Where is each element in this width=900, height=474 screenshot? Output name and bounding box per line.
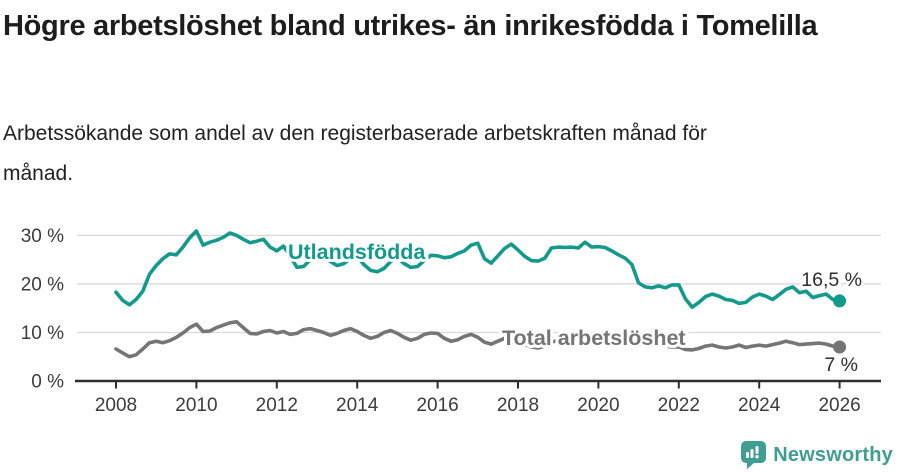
x-tick-label: 2008 [95,395,137,416]
x-tick-label: 2024 [738,395,781,416]
x-tick-label: 2022 [658,395,700,416]
x-tick-label: 2018 [497,395,539,416]
y-tick-label: 0 % [31,372,64,393]
page-title: Högre arbetslöshet bland utrikes- än inr… [3,10,818,42]
series-end-dot [833,294,847,308]
y-tick-label: 30 % [21,226,64,247]
brand-name: Newsworthy [773,443,893,466]
y-tick-label: 20 % [21,274,64,295]
series-label: Total arbetslöshet [502,326,686,350]
x-tick-label: 2012 [256,395,298,416]
y-tick-label: 10 % [21,323,64,344]
x-tick-label: 2026 [818,395,860,416]
chart-header: Högre arbetslöshet bland utrikes- än inr… [3,6,883,46]
x-tick-label: 2014 [336,395,379,416]
series-end-dot [833,340,847,354]
x-tick-label: 2016 [416,395,458,416]
x-tick-label: 2010 [175,395,217,416]
series-end-value-label: 16,5 % [801,269,862,291]
newsworthy-logo[interactable]: Newsworthy [741,441,893,469]
series-label: Utlandsfödda [288,240,426,264]
series-line-total [114,319,842,359]
chart-subtitle: Arbetssökande som andel av den registerb… [3,122,707,185]
x-tick-label: 2020 [577,395,619,416]
bar-chart-speech-bubble-icon [741,441,767,469]
series-line-utlandsfodda [114,229,842,310]
series-end-value-label: 7 % [824,354,858,376]
